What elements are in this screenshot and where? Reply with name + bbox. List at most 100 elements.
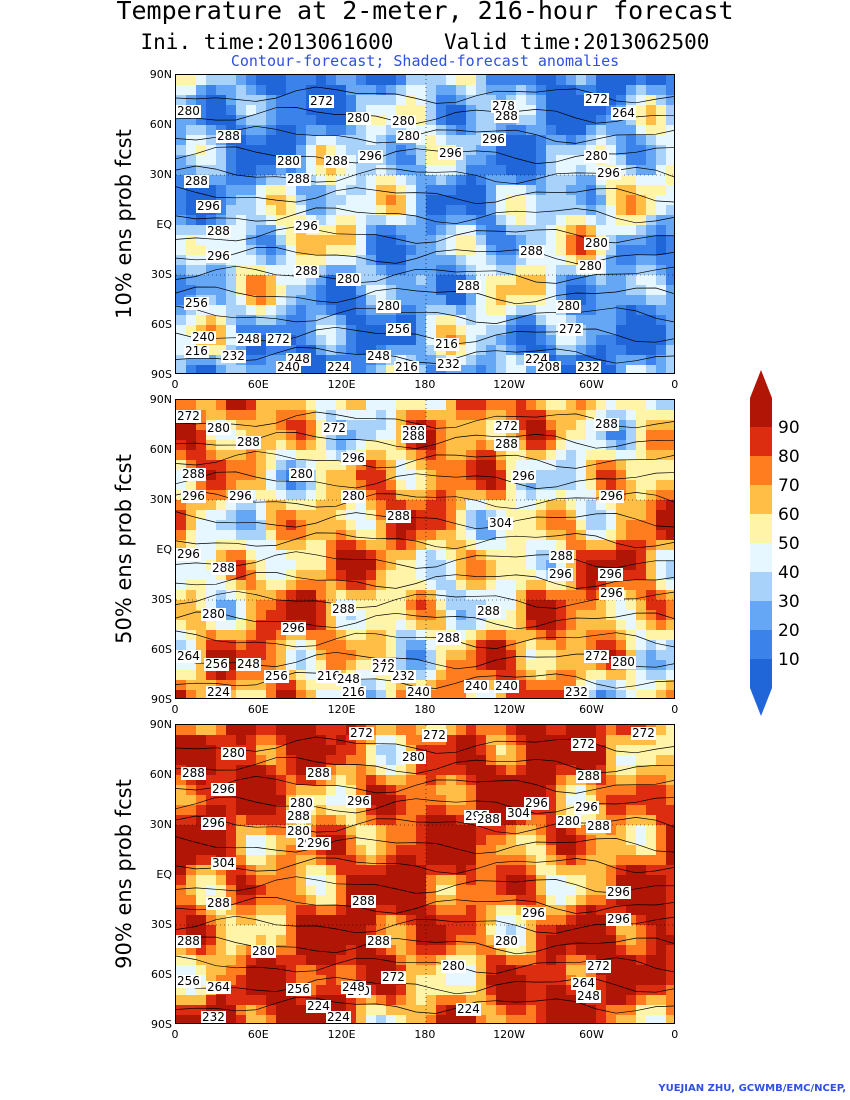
contour-label: 280 <box>336 273 361 286</box>
legend-arrow-top <box>750 370 772 398</box>
contour-label: 288 <box>184 175 209 188</box>
contour-label: 288 <box>211 562 236 575</box>
lat-tick-label: 60S <box>138 318 172 331</box>
contour-label: 272 <box>309 95 334 108</box>
contour-label: 280 <box>441 960 466 973</box>
contour-label: 256 <box>204 658 229 671</box>
panel-label-text: 50% ens prob fcst <box>112 454 136 644</box>
lat-tick-label: 90N <box>138 393 172 406</box>
legend-level-label: 20 <box>778 621 800 641</box>
contour-label: 296 <box>438 147 463 160</box>
contour-label: 288 <box>576 770 601 783</box>
contour-label: 296 <box>599 490 624 503</box>
contour-label: 272 <box>571 738 596 751</box>
anomaly-shading <box>176 75 675 374</box>
contour-label: 248 <box>576 990 601 1003</box>
legend-level-label: 10 <box>778 650 800 670</box>
lon-tick-label: 60W <box>577 378 607 391</box>
lat-tick-label: EQ <box>138 868 172 881</box>
contour-label: 232 <box>436 358 461 371</box>
contour-label: 280 <box>376 300 401 313</box>
contour-label: 224 <box>326 1011 351 1024</box>
contour-label: 288 <box>476 813 501 826</box>
legend-swatch <box>750 659 772 688</box>
contour-label: 296 <box>206 250 231 263</box>
contour-label: 296 <box>606 886 631 899</box>
contour-label: 232 <box>564 686 589 699</box>
contour-label: 296 <box>228 490 253 503</box>
contour-label: 288 <box>456 280 481 293</box>
contour-label: 280 <box>391 115 416 128</box>
contour-label: 288 <box>216 130 241 143</box>
contour-label: 208 <box>536 361 561 374</box>
contour-label: 296 <box>281 622 306 635</box>
contour-label: 272 <box>631 727 656 740</box>
lon-tick-label: 0 <box>660 378 690 391</box>
contour-label: 216 <box>394 361 419 374</box>
lat-tick-label: 30S <box>138 918 172 931</box>
legend-swatch <box>750 601 772 630</box>
contour-label: 280 <box>494 935 519 948</box>
contour-label: 288 <box>476 605 501 618</box>
legend-level-label: 80 <box>778 447 800 467</box>
lon-tick-label: 120W <box>493 378 523 391</box>
contour-label: 288 <box>494 110 519 123</box>
contour-label: 272 <box>266 333 291 346</box>
contour-label: 288 <box>494 438 519 451</box>
chart-description: Contour-forecast; Shaded-forecast anomal… <box>0 52 850 70</box>
legend-level-label: 50 <box>778 534 800 554</box>
contour-label: 288 <box>206 225 231 238</box>
contour-label: 280 <box>578 260 603 273</box>
lon-tick-label: 0 <box>660 703 690 716</box>
legend-swatch <box>750 514 772 543</box>
map-panel-3: 272 280 272 272 272 288 288 280 288 296 280 296 296 2… <box>175 724 675 1024</box>
contour-label: 240 <box>276 361 301 374</box>
contour-label: 256 <box>286 983 311 996</box>
lat-tick-label: 30N <box>138 168 172 181</box>
contour-label: 280 <box>289 468 314 481</box>
contour-label: 248 <box>341 981 366 994</box>
lat-tick-label: 30N <box>138 818 172 831</box>
legend-swatch <box>750 485 772 514</box>
contour-label: 280 <box>584 237 609 250</box>
legend-swatch <box>750 427 772 456</box>
legend-level-label: 30 <box>778 592 800 612</box>
lon-tick-label: 0 <box>660 1028 690 1041</box>
lat-tick-label: 90N <box>138 718 172 731</box>
contour-label: 216 <box>434 338 459 351</box>
lon-tick-label: 0 <box>160 378 190 391</box>
contour-label: 280 <box>584 150 609 163</box>
lon-tick-label: 0 <box>160 1028 190 1041</box>
contour-label: 296 <box>521 907 546 920</box>
contour-label: 296 <box>548 568 573 581</box>
map-panel-1: 280 272 280 280 278 288 272 264 288 280 296 280 288 2… <box>175 74 675 374</box>
contour-label: 288 <box>519 245 544 258</box>
contour-label: 288 <box>436 632 461 645</box>
lon-tick-label: 180 <box>410 378 440 391</box>
contour-label: 288 <box>366 935 391 948</box>
contour-label: 288 <box>206 897 231 910</box>
contour-label: 288 <box>294 265 319 278</box>
contour-label: 280 <box>401 751 426 764</box>
contour-label: 256 <box>264 670 289 683</box>
contour-label: 288 <box>401 430 426 443</box>
contour-label: 288 <box>324 155 349 168</box>
contour-label: 288 <box>594 418 619 431</box>
contour-label: 288 <box>286 173 311 186</box>
color-legend: 10 20 30 40 50 60 70 80 90 <box>750 368 830 734</box>
contour-label: 272 <box>558 323 583 336</box>
contour-label: 232 <box>201 1011 226 1024</box>
contour-label: 288 <box>181 468 206 481</box>
lon-tick-label: 60W <box>577 1028 607 1041</box>
lat-tick-label: 30S <box>138 268 172 281</box>
lat-tick-label: EQ <box>138 218 172 231</box>
contour-label: 288 <box>386 510 411 523</box>
lon-tick-label: 180 <box>410 703 440 716</box>
contour-label: 264 <box>206 981 231 994</box>
contour-label: 280 <box>346 112 371 125</box>
contour-label: 280 <box>176 105 201 118</box>
contour-label: 240 <box>406 686 431 699</box>
contour-label: 280 <box>251 945 276 958</box>
legend-swatch <box>750 572 772 601</box>
contour-label: 296 <box>481 133 506 146</box>
